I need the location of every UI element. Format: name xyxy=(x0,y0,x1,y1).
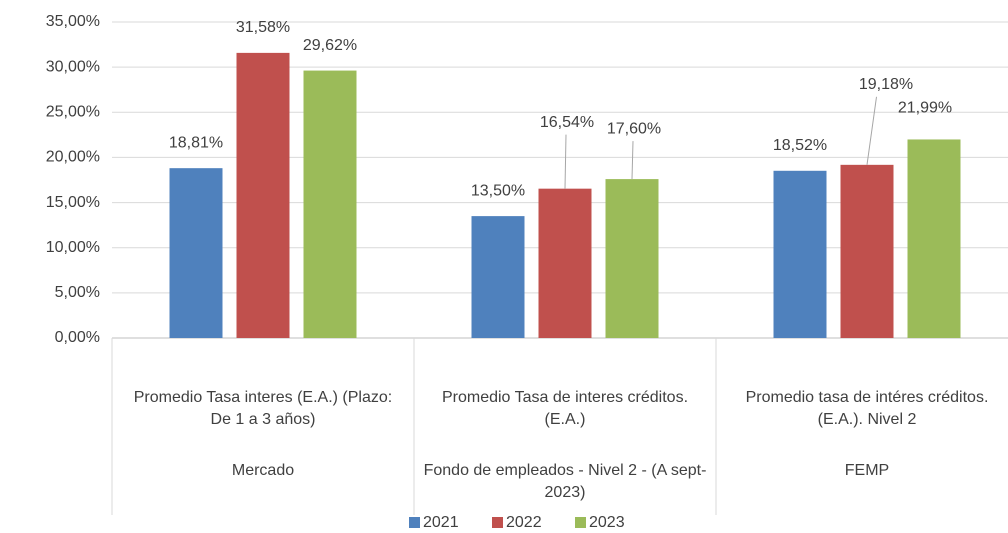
bar xyxy=(840,164,894,338)
bar xyxy=(538,188,592,338)
y-tick-label: 5,00% xyxy=(55,284,100,301)
value-label: 18,81% xyxy=(169,134,223,151)
y-tick-label: 15,00% xyxy=(46,194,100,211)
value-label: 13,50% xyxy=(471,182,525,199)
bar xyxy=(236,52,290,338)
value-label: 31,58% xyxy=(236,19,290,36)
value-label: 18,52% xyxy=(773,137,827,154)
group-label: FEMP xyxy=(844,462,890,479)
leader-line xyxy=(631,141,634,180)
y-tick-label: 0,00% xyxy=(55,329,100,346)
leader-line xyxy=(866,96,877,165)
bar xyxy=(605,179,659,338)
y-tick-label: 30,00% xyxy=(46,58,100,75)
group-label: Fondo de empleados - Nivel 2 - (A sept-2… xyxy=(423,462,707,501)
bar xyxy=(471,216,525,338)
legend-label: 2022 xyxy=(506,514,542,531)
value-label: 21,99% xyxy=(898,100,952,117)
bar xyxy=(303,70,357,338)
x-tick-label: Promedio tasa de intéres créditos. (E.A.… xyxy=(745,389,989,428)
legend-label: 2023 xyxy=(589,514,625,531)
leader-line xyxy=(564,134,567,189)
y-tick-label: 10,00% xyxy=(46,239,100,256)
legend-swatch xyxy=(492,517,503,528)
y-tick-label: 25,00% xyxy=(46,104,100,121)
bar xyxy=(773,170,827,338)
bar xyxy=(907,139,961,338)
group-label: Mercado xyxy=(231,462,295,479)
value-label: 19,18% xyxy=(859,76,913,93)
bar xyxy=(169,168,223,338)
y-tick-label: 35,00% xyxy=(46,13,100,30)
value-label: 17,60% xyxy=(607,120,661,137)
legend-swatch xyxy=(409,517,420,528)
legend-label: 2021 xyxy=(423,514,459,531)
y-tick-label: 20,00% xyxy=(46,149,100,166)
x-tick-label: Promedio Tasa de interes créditos. (E.A.… xyxy=(441,389,689,428)
value-label: 29,62% xyxy=(303,37,357,54)
legend-swatch xyxy=(575,517,586,528)
value-label: 16,54% xyxy=(540,114,594,131)
x-tick-label: Promedio Tasa interes (E.A.) (Plazo: De … xyxy=(133,389,393,428)
